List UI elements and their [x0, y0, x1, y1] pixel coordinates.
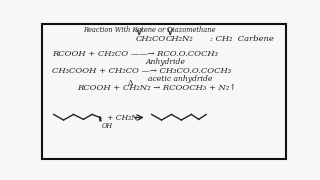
- Text: RCOOH + CH₂N₂ → RCOOCH₃ + N₂↑: RCOOH + CH₂N₂ → RCOOCH₃ + N₂↑: [77, 84, 236, 92]
- Text: Reaction With Ketene or Diazomethane: Reaction With Ketene or Diazomethane: [83, 26, 215, 34]
- Text: RCOOH + CH₂CO ——→ RCO.O.COCH₃: RCOOH + CH₂CO ——→ RCO.O.COCH₃: [52, 50, 219, 58]
- Text: Δ: Δ: [128, 79, 133, 87]
- Text: CH₃COOH + CH₂CO —→ CH₃CO.O.COCH₃: CH₃COOH + CH₂CO —→ CH₃CO.O.COCH₃: [52, 68, 232, 75]
- Text: CH₂CO: CH₂CO: [135, 35, 166, 43]
- Text: acetic anhydride: acetic anhydride: [148, 75, 212, 83]
- Text: OH: OH: [101, 122, 112, 130]
- Text: Anhydride: Anhydride: [145, 58, 185, 66]
- Text: : CH₂  Carbene: : CH₂ Carbene: [210, 35, 274, 43]
- Text: CH₂N₂: CH₂N₂: [165, 35, 193, 43]
- Text: + CH₂N₂: + CH₂N₂: [107, 114, 141, 122]
